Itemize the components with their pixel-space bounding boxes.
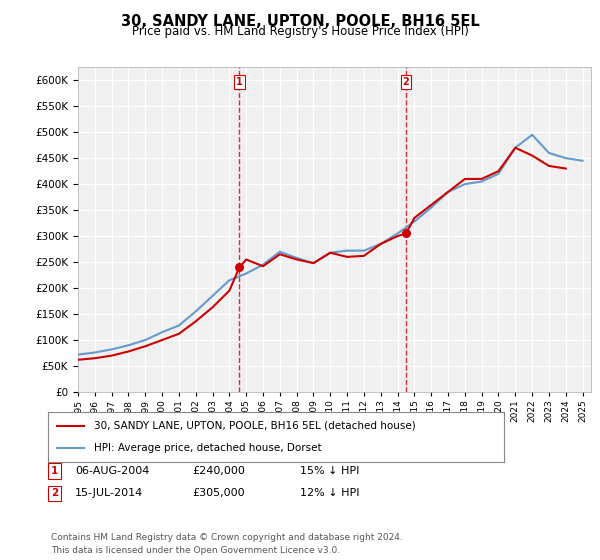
Point — [235, 263, 244, 272]
Point — [401, 229, 411, 238]
Text: 30, SANDY LANE, UPTON, POOLE, BH16 5EL: 30, SANDY LANE, UPTON, POOLE, BH16 5EL — [121, 14, 479, 29]
Text: Contains HM Land Registry data © Crown copyright and database right 2024.: Contains HM Land Registry data © Crown c… — [51, 533, 403, 542]
Text: 06-AUG-2004: 06-AUG-2004 — [75, 466, 149, 476]
Text: 12% ↓ HPI: 12% ↓ HPI — [300, 488, 359, 498]
Text: HPI: Average price, detached house, Dorset: HPI: Average price, detached house, Dors… — [94, 443, 321, 453]
Text: £240,000: £240,000 — [192, 466, 245, 476]
Text: Price paid vs. HM Land Registry's House Price Index (HPI): Price paid vs. HM Land Registry's House … — [131, 25, 469, 38]
Text: 30, SANDY LANE, UPTON, POOLE, BH16 5EL (detached house): 30, SANDY LANE, UPTON, POOLE, BH16 5EL (… — [94, 421, 415, 431]
Text: This data is licensed under the Open Government Licence v3.0.: This data is licensed under the Open Gov… — [51, 546, 340, 555]
Text: 1: 1 — [51, 466, 58, 476]
Text: £305,000: £305,000 — [192, 488, 245, 498]
Text: 1: 1 — [236, 77, 243, 87]
Text: 15% ↓ HPI: 15% ↓ HPI — [300, 466, 359, 476]
Text: 15-JUL-2014: 15-JUL-2014 — [75, 488, 143, 498]
Text: 2: 2 — [51, 488, 58, 498]
Text: 2: 2 — [403, 77, 409, 87]
